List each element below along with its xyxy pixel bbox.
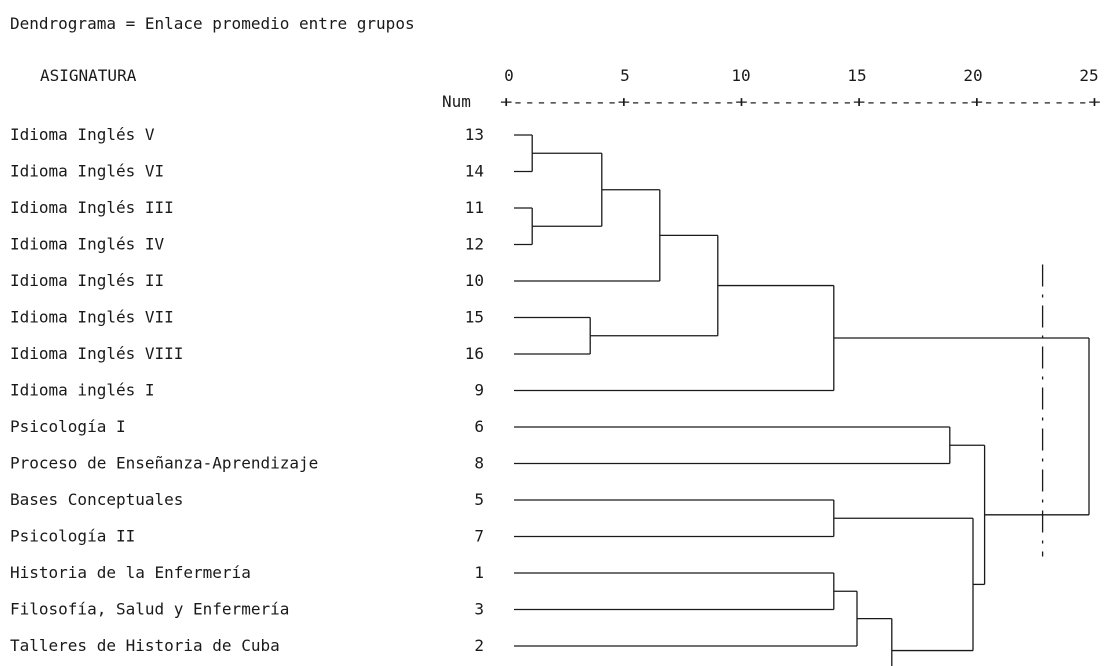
leaf-label: Historia de la Enfermería [10,563,251,582]
leaf-label: Psicología I [10,417,126,436]
leaf-number: 2 [474,636,484,655]
leaf-label: Filosofía, Salud y Enfermería [10,600,289,619]
axis-tick-label: 0 [504,66,514,85]
leaf-label: Idioma Inglés IV [10,235,164,254]
leaf-number: 9 [474,381,484,400]
axis-ruler: +---------+---------+---------+---------… [500,93,1101,111]
leaf-number: 3 [474,600,484,619]
leaf-label: Talleres de Historia de Cuba [10,636,280,655]
leaf-label: Idioma Inglés VI [10,162,164,181]
axis-tick-label: 20 [963,66,982,85]
leaf-number: 12 [465,235,484,254]
axis-tick-labels: 0 5 10 15 20 25 [504,66,1098,85]
leaf-label: Idioma Inglés VIII [10,344,183,363]
leaf-label: Proceso de Enseñanza-Aprendizaje [10,454,318,473]
leaf-number: 1 [474,563,484,582]
leaf-number: 8 [474,454,484,473]
leaf-label: Idioma Inglés V [10,125,155,144]
axis-tick-label: 10 [731,66,750,85]
leaf-label: Idioma Inglés II [10,271,164,290]
leaf-number: 14 [465,162,484,181]
leaf-number: 13 [465,125,484,144]
leaf-number: 7 [474,527,484,546]
leaf-number: 6 [474,417,484,436]
leaf-label: Idioma Inglés VII [10,308,174,327]
leaf-number: 15 [465,308,484,327]
axis-tick-label: 15 [847,66,866,85]
leaf-number: 11 [465,198,484,217]
dendrogram-branches [514,134,1090,666]
chart-title: Dendrograma = Enlace promedio entre grup… [10,14,415,33]
leaf-number: 5 [474,490,484,509]
leaf-number: 16 [465,344,484,363]
label-column-header: ASIGNATURA [40,66,137,85]
axis-tick-label: 5 [620,66,630,85]
leaf-label: Bases Conceptuales [10,490,183,509]
leaf-label: Idioma inglés I [10,381,155,400]
leaf-label: Psicología II [10,527,135,546]
leaf-number: 10 [465,271,484,290]
axis-tick-label: 25 [1079,66,1098,85]
leaf-label: Idioma Inglés III [10,198,174,217]
num-column-header: Num [442,92,471,111]
